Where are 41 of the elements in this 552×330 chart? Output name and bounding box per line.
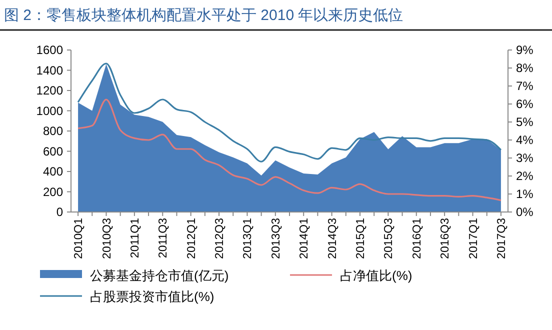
x-tick-label: 2011Q1 [129, 218, 142, 258]
x-tick-label: 2014Q1 [298, 218, 311, 259]
y2-tick-label: 1% [516, 187, 534, 202]
y2-tick-label: 4% [516, 133, 534, 148]
line-series [77, 98, 502, 202]
y-tick-label: 0 [56, 205, 64, 220]
x-tick-label: 2013Q3 [270, 218, 282, 259]
y-tick-label: 800 [42, 124, 64, 138]
x-tick-label: 2014Q3 [326, 218, 339, 259]
x-tick-label: 2017Q3 [496, 218, 508, 259]
y2-tick-label: 9% [516, 43, 534, 58]
x-tick-label: 2013Q1 [242, 218, 254, 259]
y-tick-label: 1600 [36, 43, 64, 58]
y2-tick-label: 8% [516, 61, 534, 76]
x-tick-label: 2011Q3 [158, 218, 170, 258]
y2-tick-label: 2% [516, 169, 534, 184]
y2-tick-label: 7% [516, 79, 534, 94]
y-tick-label: 200 [42, 184, 64, 199]
x-tick-label: 2016Q3 [440, 218, 452, 259]
y2-tick-label: 3% [516, 151, 534, 166]
x-tick-label: 2012Q1 [186, 218, 198, 259]
chart-title: 图 2：零售板块整体机构配置水平处于 2010 年以来历史低位 [4, 7, 404, 24]
legend-label: 公募基金持仓市值(亿元) [90, 268, 229, 283]
y2-tick-label: 0% [516, 205, 534, 220]
x-tick-label: 2010Q3 [101, 218, 114, 259]
y2-tick-label: 5% [516, 115, 534, 130]
y-tick-label: 1000 [36, 104, 64, 118]
y2-tick-label: 6% [516, 97, 534, 112]
y-tick-label: 1200 [36, 84, 64, 98]
x-tick-label: 2017Q1 [468, 218, 480, 259]
y-tick-label: 600 [42, 144, 64, 158]
x-tick-label: 2010Q1 [73, 218, 86, 259]
x-tick-label: 2016Q1 [411, 218, 424, 259]
x-tick-label: 2015Q1 [355, 218, 368, 259]
y-tick-label: 400 [42, 164, 64, 179]
x-tick-label: 2012Q3 [214, 218, 226, 259]
line-series [77, 62, 502, 162]
x-tick-label: 2015Q3 [383, 218, 396, 259]
legend-label: 占净值比(%) [340, 268, 412, 283]
y-tick-label: 1400 [36, 63, 64, 78]
legend-label: 占股票投资市值比(%) [90, 289, 214, 304]
